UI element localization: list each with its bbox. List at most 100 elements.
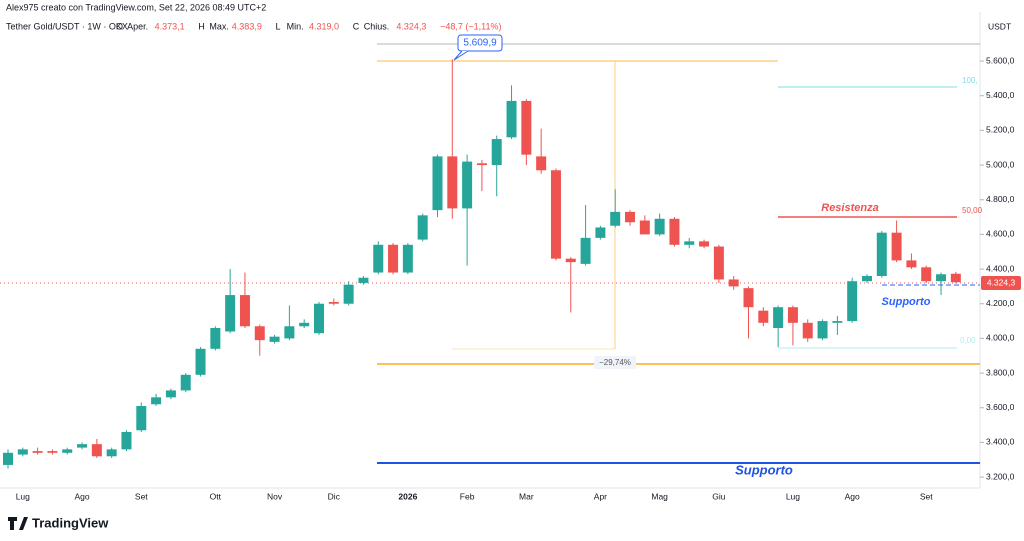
x-tick-label: Nov	[267, 491, 283, 501]
candle-body	[713, 246, 724, 280]
candle-body	[180, 374, 191, 391]
last-price-tag	[981, 276, 1021, 290]
x-tick-label: Set	[920, 491, 933, 501]
candle-body	[950, 273, 961, 283]
legend-key: L	[276, 21, 281, 31]
legend-value: 4.373,1	[155, 21, 185, 31]
candle-body	[476, 163, 487, 166]
candle-body	[876, 232, 887, 277]
candle-body	[3, 452, 13, 465]
candle-body	[580, 237, 591, 264]
x-tick-label: Lug	[16, 491, 30, 501]
resistance-label: Resistenza	[821, 202, 878, 214]
candle-body	[610, 211, 621, 226]
measure-label: −29,74%	[599, 358, 631, 367]
legend-key: O	[116, 21, 123, 31]
candle-body	[402, 244, 413, 273]
x-tick-label: Lug	[786, 491, 800, 501]
candle-body	[417, 215, 428, 240]
legend-name: Min.	[287, 21, 304, 31]
y-tick-label: 4.000,0	[986, 333, 1015, 343]
candle-body	[77, 444, 88, 448]
y-tick-label: 5.000,0	[986, 159, 1015, 169]
high-label: 5.609,9	[463, 38, 497, 49]
support-label: Supporto	[882, 296, 931, 308]
candle-body	[210, 328, 221, 349]
candle-body	[921, 267, 932, 282]
legend-key: H	[198, 21, 205, 31]
candle-body	[195, 348, 206, 375]
candle-body	[299, 322, 310, 327]
candle-body	[47, 451, 58, 453]
callout-pointer	[453, 50, 469, 61]
legend-name: Aper.	[127, 21, 148, 31]
candle-body	[358, 277, 369, 283]
fib-label: 50,00	[962, 206, 983, 215]
support-label: Supporto	[735, 462, 793, 477]
legend-change: −48,7 (−1,11%)	[440, 21, 501, 31]
candle-body	[373, 244, 384, 273]
candle-body	[462, 161, 473, 209]
candle-body	[758, 310, 769, 323]
candle-body	[506, 100, 517, 138]
candle-body	[861, 276, 872, 282]
candle-body	[17, 449, 28, 455]
candle-body	[802, 322, 813, 339]
fib-label: 0,00	[960, 336, 976, 345]
y-tick-label: 3.200,0	[986, 471, 1015, 481]
candle-body	[743, 288, 754, 308]
x-tick-label: Apr	[594, 491, 607, 501]
x-tick-label: Ago	[74, 491, 89, 501]
candle-body	[684, 241, 695, 245]
candle-body	[536, 156, 547, 171]
candle-body	[32, 451, 43, 453]
last-price-label: 4.324,3	[987, 277, 1016, 287]
candle-body	[728, 279, 739, 287]
candle-body	[239, 295, 250, 327]
logo-icon	[8, 517, 28, 530]
y-tick-label: 3.600,0	[986, 402, 1015, 412]
y-tick-label: 4.800,0	[986, 194, 1015, 204]
y-tick-label: 5.600,0	[986, 55, 1015, 65]
candle-body	[136, 406, 147, 431]
candle-body	[773, 307, 784, 329]
legend-symbol: Tether Gold/USDT · 1W · OKX	[6, 21, 128, 31]
x-tick-label: Ago	[845, 491, 860, 501]
candle-body	[891, 232, 902, 261]
candle-body	[225, 295, 236, 332]
y-tick-label: 4.200,0	[986, 298, 1015, 308]
legend-value: 4.383,9	[232, 21, 262, 31]
high-callout	[457, 34, 503, 52]
legend-key: C	[353, 21, 360, 31]
y-tick-label: 4.400,0	[986, 263, 1015, 273]
candle-body	[165, 390, 176, 398]
candle-body	[91, 444, 102, 457]
candle-body	[121, 432, 132, 450]
candle-body	[936, 274, 947, 282]
y-tick-label: 3.400,0	[986, 437, 1015, 447]
x-tick-label: Dic	[328, 491, 341, 501]
candle-body	[284, 326, 295, 339]
candle-body	[521, 100, 532, 155]
legend-value: 4.324,3	[396, 21, 426, 31]
candle-body	[639, 220, 650, 235]
candle-body	[314, 303, 325, 334]
y-tick-label: 5.200,0	[986, 125, 1015, 135]
measure-box	[594, 356, 636, 369]
candle-body	[595, 227, 606, 238]
candle-body	[62, 449, 73, 453]
x-tick-label: Giu	[712, 491, 726, 501]
candle-body	[847, 281, 858, 322]
x-tick-label: 2026	[398, 491, 417, 501]
legend-name: Chius.	[364, 21, 390, 31]
axis-unit: USDT	[988, 21, 1011, 31]
candle-body	[106, 449, 117, 457]
candle-body	[432, 156, 443, 211]
candle-body	[654, 218, 665, 235]
candle-body	[565, 258, 576, 263]
legend-value: 4.319,0	[309, 21, 339, 31]
candle-body	[832, 321, 843, 323]
candle-body	[625, 211, 636, 223]
y-tick-label: 5.400,0	[986, 90, 1015, 100]
